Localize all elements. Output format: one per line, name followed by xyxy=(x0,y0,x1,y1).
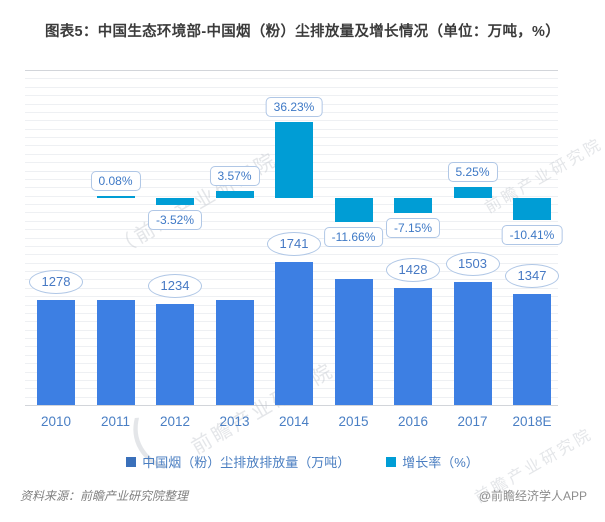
watermark-text: 前瞻产业研究院 xyxy=(188,359,339,459)
credit-text: @前瞻经济学人APP xyxy=(478,489,587,503)
emission-value-label: 1278 xyxy=(29,270,83,295)
emission-value-label: 1503 xyxy=(445,251,500,276)
watermark-text: （前瞻产业研究院 xyxy=(111,148,282,260)
growth-value-label: -11.66% xyxy=(323,227,384,248)
x-axis-year-label: 2016 xyxy=(397,414,429,429)
growth-bar xyxy=(513,198,551,220)
gridline xyxy=(25,120,558,122)
x-axis-year-label: 2017 xyxy=(457,414,488,429)
growth-bar xyxy=(96,196,135,198)
growth-value-label: -10.41% xyxy=(501,224,563,245)
growth-value-label: -7.15% xyxy=(385,218,441,238)
gridline xyxy=(25,204,558,205)
x-axis-year-label: 2015 xyxy=(338,414,369,429)
growth-value-label: 0.08% xyxy=(90,171,141,191)
emission-bar xyxy=(513,294,551,405)
emission-bar xyxy=(215,300,254,405)
legend: 中国烟（粉）尘排放排放量（万吨） 增长率（%） xyxy=(0,452,605,471)
legend-item-growth: 增长率（%） xyxy=(386,452,479,471)
emissions-swatch-icon xyxy=(126,456,137,467)
growth-bar xyxy=(394,198,432,213)
gridline xyxy=(25,212,558,214)
x-axis-line xyxy=(25,405,558,406)
plot-area: （前瞻产业研究院 前瞻产业研究院 前瞻产业研究院（前瞻产业研究院 1278 2010 0.… xyxy=(0,62,605,507)
legend-item-emissions: 中国烟（粉）尘排放排放量（万吨） xyxy=(126,452,350,471)
gridline xyxy=(25,78,558,80)
growth-value-label: 3.57% xyxy=(209,165,260,186)
data-source-text: 资料来源：前瞻产业研究院整理 xyxy=(20,489,189,503)
x-axis-year-label: 2018E xyxy=(512,414,552,429)
growth-swatch-icon xyxy=(386,456,397,467)
emission-value-label: 1428 xyxy=(386,257,440,282)
emission-bar xyxy=(334,278,373,405)
emission-bar xyxy=(394,287,432,405)
gridline xyxy=(25,220,558,222)
chart-title: 图表5：中国生态环境部-中国烟（粉）尘排放量及增长情况（单位：万吨，%） xyxy=(44,24,561,40)
emission-bar xyxy=(37,300,75,405)
plot-top-border xyxy=(25,70,558,71)
growth-value-label: 36.23% xyxy=(265,96,323,117)
emission-value-label: 1741 xyxy=(267,231,321,256)
x-axis-year-label: 2013 xyxy=(219,414,250,429)
emission-value-label: 1347 xyxy=(505,264,559,289)
legend-label-emissions: 中国烟（粉）尘排放排放量（万吨） xyxy=(142,455,351,470)
emission-bar xyxy=(156,303,194,405)
footer: 资料来源：前瞻产业研究院整理 @前瞻经济学人APP xyxy=(20,487,587,504)
x-axis-year-label: 2014 xyxy=(278,414,310,429)
x-axis-year-label: 2012 xyxy=(159,414,191,429)
growth-value-label: -3.52% xyxy=(147,210,203,231)
x-axis-year-label: 2010 xyxy=(40,414,72,429)
gridline xyxy=(25,86,558,88)
emission-bar xyxy=(96,299,135,405)
growth-bar xyxy=(334,198,373,223)
growth-bar xyxy=(453,186,492,198)
emission-value-label: 1234 xyxy=(148,273,202,298)
gridline xyxy=(25,229,558,231)
x-axis-year-label: 2011 xyxy=(100,414,131,429)
gridline xyxy=(25,95,558,97)
growth-bar xyxy=(156,198,194,206)
emission-bar xyxy=(453,281,492,405)
emission-bar xyxy=(275,261,313,405)
growth-bar xyxy=(275,121,313,198)
growth-value-label: 5.25% xyxy=(447,161,498,182)
legend-label-growth: 增长率（%） xyxy=(402,455,479,470)
growth-bar xyxy=(215,190,254,198)
